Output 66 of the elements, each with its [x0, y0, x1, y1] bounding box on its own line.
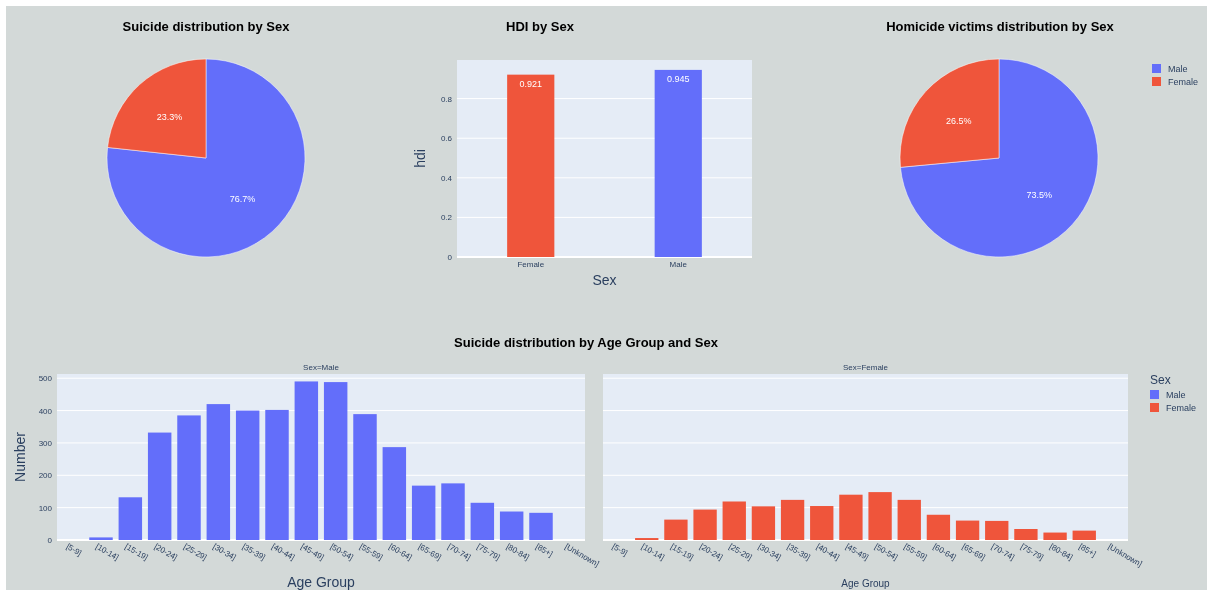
bar	[499, 511, 524, 540]
y-tick-label: 300	[38, 438, 53, 448]
bar	[411, 485, 436, 540]
chart-subtitle: Sex=Female	[842, 363, 889, 372]
data-label: 23.3%	[156, 112, 183, 123]
y-tick-label: 0	[447, 253, 453, 262]
bar	[353, 414, 377, 540]
x-axis-title: Age Group	[287, 574, 356, 590]
y-tick-label: 500	[38, 374, 53, 384]
bar	[751, 506, 776, 540]
y-tick-label: 0.8	[440, 94, 453, 104]
bar	[118, 497, 143, 540]
bar	[89, 537, 113, 540]
chart-title: HDI by Sex	[506, 19, 575, 34]
bar	[985, 520, 1009, 540]
bar	[722, 501, 746, 540]
y-tick-label: 0.4	[440, 173, 453, 183]
bar	[1014, 529, 1038, 540]
y-axis-title: Number	[12, 431, 28, 482]
bar	[382, 447, 407, 540]
data-label: 0.921	[519, 78, 543, 89]
bar	[470, 502, 495, 540]
y-tick-label: 0	[47, 536, 53, 545]
bar	[868, 492, 892, 540]
y-tick-label: 0.6	[440, 134, 453, 144]
legend-label: Male	[1168, 64, 1188, 74]
chart-title: Homicide victims distribution by Sex	[886, 19, 1115, 34]
bar	[926, 514, 951, 540]
legend-label: Male	[1166, 390, 1186, 400]
data-label: 26.5%	[945, 116, 972, 127]
bar	[147, 432, 172, 540]
y-axis-title: hdi	[412, 149, 428, 168]
bar	[839, 494, 863, 540]
bar	[897, 499, 921, 540]
bar	[206, 404, 231, 540]
y-tick-label: 100	[38, 503, 53, 513]
pie-slice	[106, 58, 306, 258]
bar	[955, 520, 980, 540]
legend-label: Female	[1168, 77, 1199, 87]
y-tick-label: 200	[38, 471, 53, 481]
chart-title: Suicide distribution by Sex	[122, 19, 291, 34]
bar	[664, 519, 688, 540]
bar	[235, 410, 260, 540]
bar	[177, 415, 201, 540]
bar	[780, 499, 805, 540]
bar	[529, 512, 553, 540]
bar	[1043, 532, 1067, 540]
chart-subtitle: Sex=Male	[303, 363, 340, 372]
bar	[693, 509, 717, 540]
data-label: 76.7%	[229, 193, 256, 204]
chart-title: Suicide distribution by Age Group and Sex	[454, 335, 719, 350]
y-tick-label: 0.2	[440, 213, 453, 223]
bar	[294, 381, 319, 540]
pie-slice	[900, 58, 1099, 258]
x-axis-title: Age Group	[841, 578, 891, 589]
x-axis-title: Sex	[592, 272, 617, 288]
bar	[810, 506, 834, 540]
bar	[441, 483, 465, 540]
data-label: 0.945	[666, 73, 690, 84]
bar	[323, 382, 348, 540]
data-label: 73.5%	[1026, 189, 1053, 200]
bar	[265, 409, 289, 540]
legend-label: Female	[1166, 403, 1197, 413]
y-tick-label: 400	[38, 406, 53, 416]
bar	[1072, 530, 1096, 540]
legend-title: Sex	[1150, 373, 1171, 387]
